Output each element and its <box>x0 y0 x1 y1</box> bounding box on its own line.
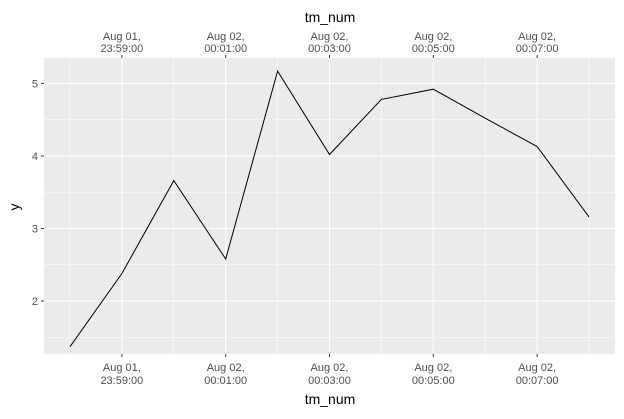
tick-label: 5 <box>32 78 38 90</box>
tick-label: Aug 02, <box>207 362 245 374</box>
tick-label: 00:01:00 <box>204 43 247 55</box>
tick-label: 00:03:00 <box>308 43 351 55</box>
tick-label: 00:05:00 <box>412 375 455 387</box>
tick-label: 4 <box>32 151 38 163</box>
y-axis: 2 3 4 5 <box>32 78 44 308</box>
bottom-x-axis-title: tm_num <box>305 391 356 407</box>
top-x-axis-title: tm_num <box>305 9 356 25</box>
tick-label: Aug 02, <box>518 31 556 43</box>
tick-label: 00:07:00 <box>516 43 559 55</box>
tick-label: 00:01:00 <box>204 375 247 387</box>
tick-label: 00:05:00 <box>412 43 455 55</box>
tick-label: 23:59:00 <box>100 43 143 55</box>
tick-label: Aug 02, <box>207 31 245 43</box>
tick-label: 00:03:00 <box>308 375 351 387</box>
tick-label: Aug 01, <box>103 31 141 43</box>
tick-label: Aug 02, <box>414 362 452 374</box>
tick-label: Aug 02, <box>311 362 349 374</box>
tick-label: Aug 02, <box>414 31 452 43</box>
tick-label: Aug 01, <box>103 362 141 374</box>
data-line <box>69 69 590 347</box>
grid-lines <box>44 58 615 354</box>
tick-label: 00:07:00 <box>516 375 559 387</box>
tick-label: 23:59:00 <box>100 375 143 387</box>
y-axis-title: y <box>6 204 22 211</box>
tick-label: 3 <box>32 223 38 235</box>
tick-label: Aug 02, <box>311 31 349 43</box>
tick-label: Aug 02, <box>518 362 556 374</box>
tick-label: 2 <box>32 296 38 308</box>
